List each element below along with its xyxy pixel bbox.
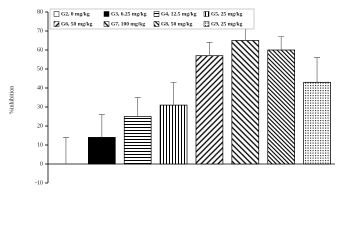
y-axis-label: %inhibition — [9, 86, 15, 114]
bar — [303, 81, 331, 165]
y-tick-label: 60 — [37, 47, 43, 53]
legend-label: G9, 25 mg/kg — [211, 21, 243, 27]
bar — [231, 40, 260, 165]
legend-swatch — [203, 11, 210, 17]
y-tick-label: 30 — [37, 104, 43, 110]
bar — [267, 49, 295, 165]
bar — [88, 137, 116, 165]
y-tick-label: 50 — [37, 66, 43, 72]
legend-label: G5, 25 mg/kg — [211, 11, 243, 17]
legend-label: G3, 6.25 mg/kg — [111, 11, 147, 17]
legend-label: G8, 50 mg/kg — [161, 21, 193, 27]
legend-swatch — [103, 11, 110, 17]
bar — [195, 55, 224, 165]
y-tick-label: 80 — [37, 9, 43, 15]
error-bar — [170, 81, 177, 106]
y-tick-label: 20 — [37, 123, 43, 129]
legend-swatch — [153, 11, 160, 17]
bar — [123, 116, 152, 165]
page: {"chart_data":{"type":"bar","y_label":"%… — [9, 8, 335, 187]
error-bar — [134, 97, 141, 117]
legend-label: G7, 100 mg/kg — [111, 21, 145, 27]
error-bar — [314, 57, 321, 83]
legend-box — [49, 8, 255, 30]
legend-swatch — [103, 21, 110, 27]
error-bar — [62, 137, 69, 164]
y-tick-label: 70 — [37, 28, 43, 34]
legend-label: G2, 0 mg/kg — [61, 11, 90, 17]
bar — [159, 104, 188, 165]
y-tick-label: 0 — [40, 161, 43, 167]
error-bar — [278, 36, 285, 50]
legend-swatch — [153, 21, 160, 27]
legend-swatch — [203, 21, 210, 27]
error-bar — [98, 114, 105, 138]
y-tick-label: -10 — [35, 180, 43, 186]
chart: %inhibition -10 0 10 20 30 40 50 60 70 80 G2, 0 mg… — [9, 8, 335, 186]
legend-label: G4, 12.5 mg/kg — [161, 11, 197, 17]
legend-swatch — [53, 21, 60, 27]
legend-label: G6, 50 mg/kg — [61, 21, 93, 27]
y-tick-label: 10 — [37, 142, 43, 148]
y-tick-label: 40 — [37, 85, 43, 91]
legend-swatch — [53, 11, 60, 17]
error-bar — [206, 42, 213, 56]
